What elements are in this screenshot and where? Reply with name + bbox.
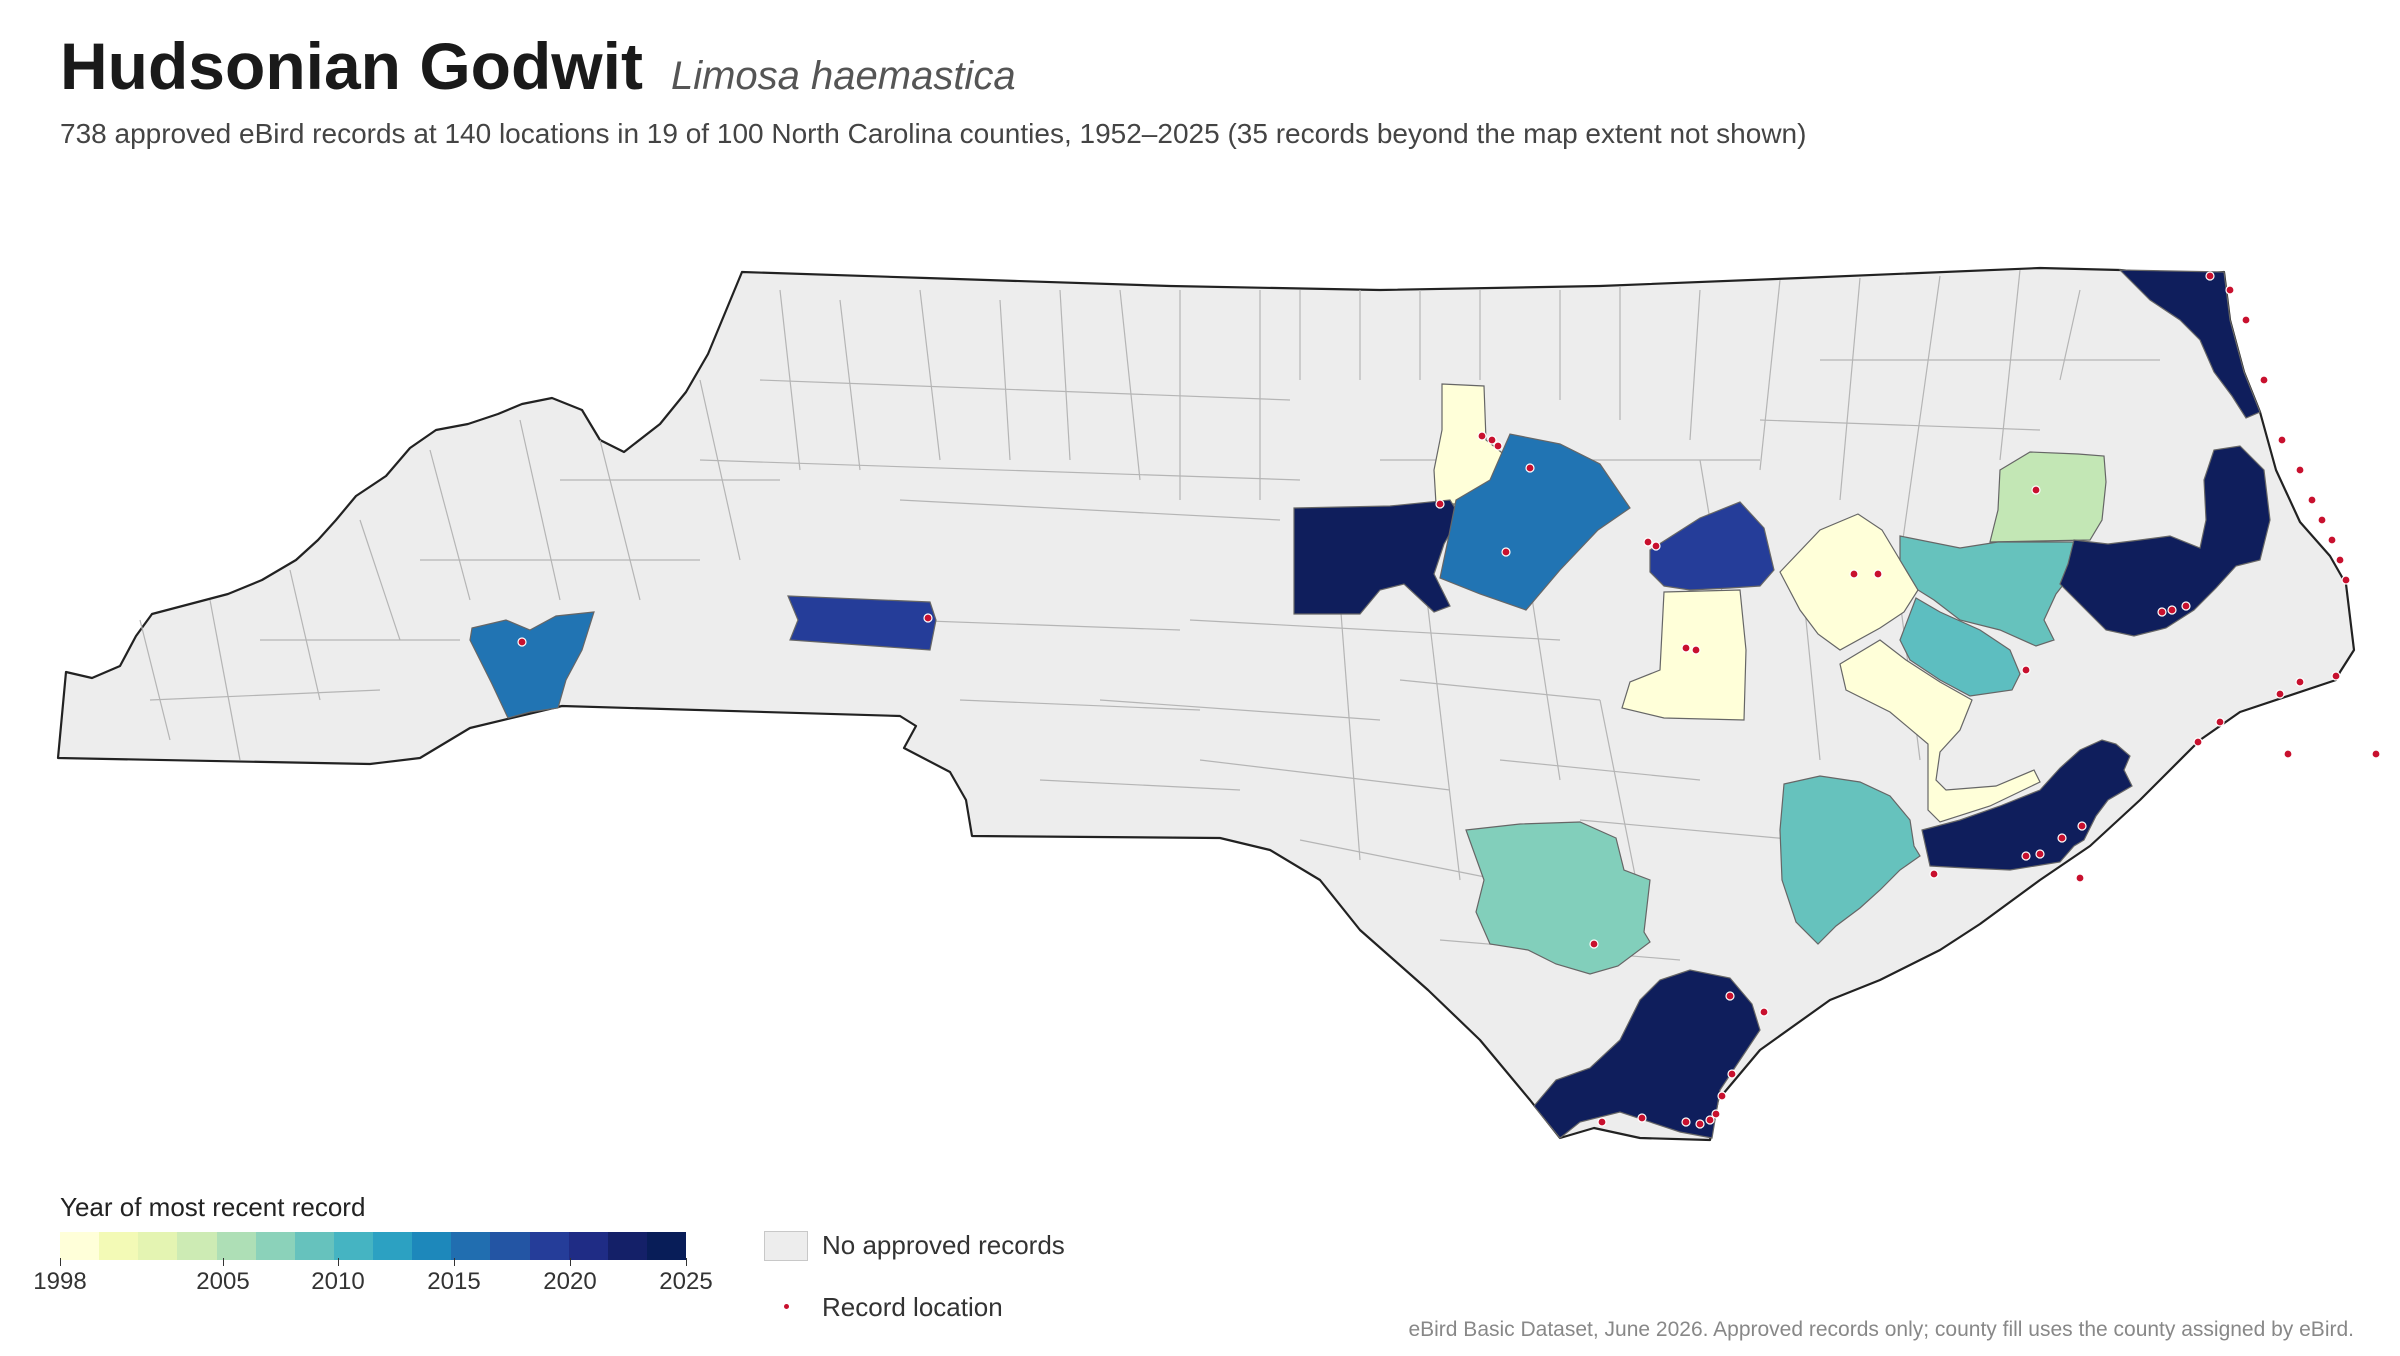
county-2022-east — [1649, 501, 1775, 591]
record-location-label: Record location — [822, 1292, 1003, 1322]
county-1998-mid — [1621, 589, 1747, 721]
record-dots — [517, 271, 2381, 1129]
no-data-swatch — [764, 1231, 808, 1261]
county-2025-central — [1293, 499, 1461, 615]
source-note: eBird Basic Dataset, June 2026. Approved… — [1408, 1318, 2354, 1341]
county-2012-onslow — [1779, 775, 1921, 945]
ramp-step — [99, 1232, 139, 1260]
tick-mark — [686, 1258, 687, 1266]
record-dot-icon — [784, 1304, 789, 1309]
county-fills — [469, 269, 2271, 1139]
ramp-step — [255, 1232, 295, 1260]
tick-mark — [60, 1258, 61, 1266]
ramp-step — [529, 1232, 569, 1260]
county-2013 — [1899, 597, 2021, 697]
legend-title: Year of most recent record — [60, 1192, 366, 1222]
county-1998-se — [1839, 639, 2041, 823]
county-2017-west — [469, 611, 595, 719]
no-data-label: No approved records — [822, 1230, 1065, 1260]
county-1998-east — [1779, 513, 1919, 651]
page-title: Hudsonian Godwit — [60, 29, 643, 103]
county-2012 — [1899, 535, 2091, 647]
tick-mark — [570, 1258, 571, 1266]
ramp-step — [607, 1232, 647, 1260]
ramp-step — [451, 1232, 491, 1260]
ramp-step — [60, 1232, 100, 1260]
ramp-step — [373, 1232, 413, 1260]
state-outline — [56, 266, 2356, 1142]
ramp-step — [490, 1232, 530, 1260]
county-2022-west — [787, 595, 937, 651]
tick-mark — [223, 1258, 224, 1266]
county-lines — [139, 269, 2160, 961]
county-2025-brunswick — [1533, 969, 1761, 1139]
tick-label-2025: 2025 — [659, 1268, 713, 1295]
page-subtitle: 738 approved eBird records at 140 locati… — [60, 118, 1807, 149]
tick-label-2020: 2020 — [543, 1268, 597, 1295]
county-2011 — [1465, 821, 1651, 975]
title-row: Hudsonian Godwit Limosa haemastica — [60, 28, 1016, 104]
tick-label-2015: 2015 — [427, 1268, 481, 1295]
county-2025-carteret — [1921, 739, 2133, 871]
tick-mark — [454, 1258, 455, 1266]
county-2025-northeast — [2118, 269, 2261, 419]
ramp-step — [294, 1232, 334, 1260]
tick-label-1998: 1998 — [33, 1268, 87, 1295]
ramp-step — [177, 1232, 217, 1260]
tick-mark — [338, 1258, 339, 1266]
ramp-step — [646, 1232, 686, 1260]
color-ramp — [60, 1232, 686, 1260]
county-2017-central — [1439, 433, 1631, 611]
ramp-step — [412, 1232, 452, 1260]
tick-label-2010: 2010 — [311, 1268, 365, 1295]
scientific-name: Limosa haemastica — [670, 54, 1016, 98]
ramp-step — [216, 1232, 256, 1260]
ramp-step — [568, 1232, 608, 1260]
county-2008 — [1989, 451, 2107, 543]
ramp-step — [138, 1232, 178, 1260]
ramp-step — [333, 1232, 373, 1260]
county-2025-dare — [2059, 445, 2271, 637]
tick-label-2005: 2005 — [196, 1268, 250, 1295]
